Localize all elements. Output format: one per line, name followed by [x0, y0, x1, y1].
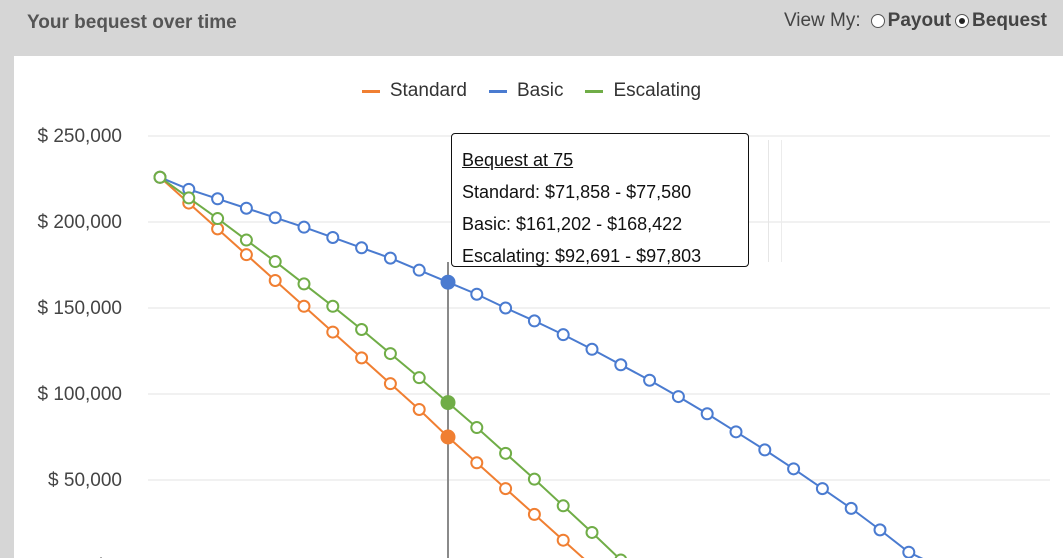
data-point-basic: [556, 328, 570, 342]
data-point-standard: [412, 402, 426, 416]
legend-item-standard[interactable]: Standard: [361, 80, 467, 102]
data-point-basic: [873, 523, 887, 537]
data-point-escalating: [499, 446, 513, 460]
view-label: View My:: [783, 10, 861, 31]
data-point-escalating: [470, 421, 484, 435]
data-point-basic: [787, 462, 801, 476]
data-point-basic: [758, 443, 772, 457]
bequest-radio-label[interactable]: Bequest: [972, 10, 1047, 31]
tooltip-shadow: [768, 140, 782, 262]
legend-item-escalating[interactable]: Escalating: [585, 80, 701, 102]
data-point-standard: [383, 377, 397, 391]
series-line-escalating: [159, 176, 621, 558]
data-point-basic: [268, 211, 282, 225]
legend-label-basic: Basic: [516, 80, 564, 101]
bequest-radio-circle[interactable]: [955, 14, 970, 28]
legend-label-escalating: Escalating: [613, 80, 702, 101]
data-point-standard: [326, 325, 340, 339]
data-point-escalating: [614, 553, 627, 558]
data-point-escalating: [326, 299, 340, 313]
data-point-standard: [297, 299, 311, 313]
data-point-basic: [383, 251, 397, 265]
legend-item-basic[interactable]: Basic: [488, 80, 564, 102]
data-point-basic: [585, 342, 599, 356]
data-point-basic: [355, 241, 369, 255]
payout-radio-label[interactable]: Payout: [887, 10, 952, 31]
data-point-basic: [499, 301, 513, 315]
data-point-escalating: [412, 371, 426, 385]
data-point-basic: [297, 220, 311, 234]
data-point-escalating: [211, 212, 225, 226]
data-point-escalating: [153, 170, 167, 184]
data-point-basic: [239, 201, 253, 215]
y-tick-label: $ 100,000: [37, 384, 122, 405]
data-point-basic: [326, 230, 340, 244]
data-point-standard: [499, 482, 513, 496]
tooltip-line-standard: Standard: $71,858 - $77,580: [462, 182, 692, 202]
data-point-escalating: [355, 323, 369, 336]
data-point-standard: [268, 273, 282, 287]
data-point-escalating: [268, 255, 282, 269]
data-point-basic: [729, 425, 743, 439]
highlight-point-escalating: [440, 395, 456, 411]
tooltip-line-escalating: Escalating: $92,691 - $97,803: [462, 246, 702, 266]
y-tick-label: $ 150,000: [37, 298, 122, 319]
data-point-basic: [614, 358, 628, 372]
data-point-basic: [211, 192, 225, 206]
panel-header: Your bequest over time View My: Payout B…: [0, 0, 1063, 46]
tooltip-line-basic: Basic: $161,202 - $168,422: [462, 214, 683, 234]
legend-swatch-basic: [488, 89, 507, 93]
data-point-escalating: [527, 472, 541, 486]
data-point-basic: [700, 407, 714, 421]
data-point-standard: [527, 507, 541, 521]
data-point-escalating: [383, 347, 397, 361]
data-point-basic: [643, 373, 657, 387]
series-line-standard: [159, 176, 585, 558]
data-point-basic: [902, 545, 916, 558]
data-point-basic: [671, 390, 685, 404]
chart-legend: Standard Basic Escalating: [0, 80, 1063, 102]
tooltip-title: Bequest at 75: [462, 150, 574, 170]
legend-swatch-standard: [361, 89, 380, 93]
y-tick-label: $ 200,000: [37, 212, 122, 233]
panel-title: Your bequest over time: [27, 12, 237, 33]
bequest-radio[interactable]: Bequest: [955, 10, 1047, 32]
data-point-basic: [527, 314, 541, 328]
data-point-standard: [556, 533, 570, 547]
data-point-basic: [412, 263, 426, 277]
y-tick-label: $ 0: [96, 556, 122, 558]
payout-radio[interactable]: Payout: [870, 10, 952, 32]
chart-tooltip: Bequest at 75 Standard: $71,858 - $77,58…: [451, 133, 749, 267]
data-point-escalating: [556, 499, 570, 513]
y-tick-label: $ 250,000: [37, 126, 122, 147]
legend-swatch-escalating: [585, 89, 604, 93]
data-point-basic: [470, 287, 484, 301]
payout-radio-circle[interactable]: [870, 14, 885, 28]
data-point-standard: [239, 248, 253, 262]
data-point-standard: [355, 351, 369, 365]
y-tick-label: $ 50,000: [48, 470, 122, 491]
data-point-escalating: [239, 233, 253, 247]
view-toggle: View My: Payout Bequest: [784, 10, 1047, 32]
data-point-escalating: [297, 277, 311, 291]
data-point-basic: [844, 501, 858, 515]
highlight-point-standard: [440, 429, 456, 445]
data-point-escalating: [182, 191, 196, 205]
data-point-standard: [470, 456, 484, 470]
data-point-basic: [815, 482, 829, 496]
highlight-point-basic: [440, 274, 456, 290]
data-point-escalating: [585, 525, 599, 539]
legend-label-standard: Standard: [389, 80, 467, 101]
